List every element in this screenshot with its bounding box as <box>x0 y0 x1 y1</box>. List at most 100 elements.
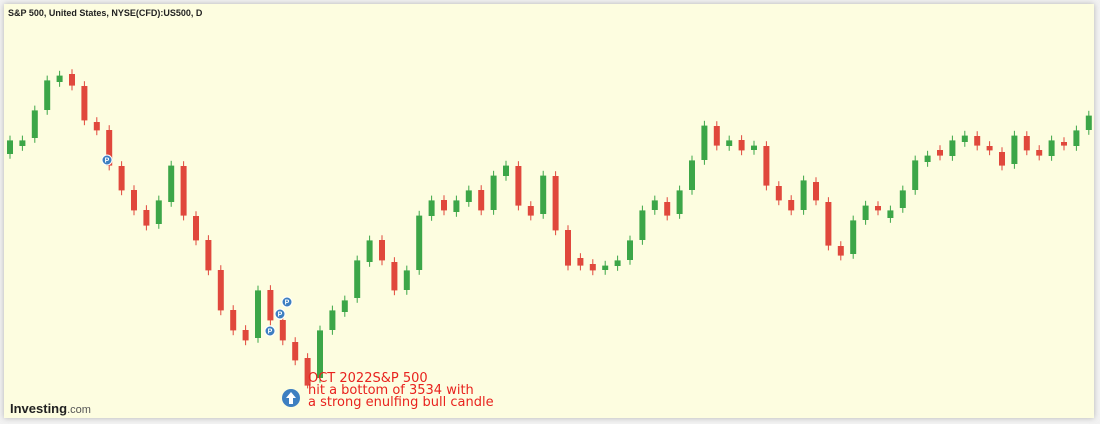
chart-title: S&P 500, United States, NYSE(CFD):US500,… <box>8 8 203 18</box>
candle-body <box>689 160 695 190</box>
candle-body <box>118 166 125 191</box>
candle-body <box>341 300 348 312</box>
candle-body <box>69 74 75 86</box>
candle-body <box>465 190 472 202</box>
candle-body <box>577 258 584 266</box>
bottom-marker <box>282 389 300 407</box>
event-label: P <box>285 300 290 307</box>
brand-suffix: .com <box>67 404 91 416</box>
candle-body <box>515 166 522 206</box>
candle-body <box>1048 140 1055 156</box>
candle-body <box>589 264 596 271</box>
candle-body <box>875 206 881 211</box>
candle-body <box>131 190 137 211</box>
candle-body <box>143 210 150 226</box>
candle-body <box>850 220 857 254</box>
candle-body <box>416 215 423 270</box>
candle-body <box>751 145 757 150</box>
candle-body <box>230 310 237 331</box>
candle-body <box>242 330 249 341</box>
candle-body <box>379 240 385 261</box>
candle-body <box>738 140 745 151</box>
candle-body <box>391 262 398 291</box>
candle-body <box>887 210 894 218</box>
candle-body <box>974 136 981 146</box>
candle-body <box>651 200 658 210</box>
event-badge <box>274 308 286 320</box>
event-badge <box>264 325 276 337</box>
candle-body <box>664 202 671 216</box>
candle-body <box>478 190 485 211</box>
candle-body <box>986 146 993 151</box>
candle-body <box>329 310 336 330</box>
candle-body <box>602 265 609 270</box>
event-label: P <box>268 329 273 336</box>
candle-body <box>788 200 795 211</box>
candle-body <box>354 260 361 298</box>
candle-body <box>713 126 720 146</box>
candles <box>7 69 1092 389</box>
candle-body <box>1061 142 1067 146</box>
candle-body <box>7 140 13 154</box>
candle-body <box>701 125 708 160</box>
plot-area <box>4 4 1094 418</box>
candle-body <box>527 206 534 216</box>
candle-body <box>676 190 683 214</box>
candle-body <box>924 155 931 162</box>
candle-body <box>44 80 51 110</box>
candle-body <box>862 205 869 220</box>
candle-body <box>639 210 646 240</box>
candle-body <box>217 270 224 311</box>
candle-body <box>180 166 187 216</box>
candle-body <box>552 176 559 231</box>
annotation-line: OCT 2022S&P 500 <box>308 371 428 386</box>
candle-body <box>292 342 299 361</box>
candle-body <box>19 140 26 146</box>
candle-body <box>1073 130 1080 146</box>
candle-body <box>31 110 38 138</box>
candle-body <box>825 202 832 246</box>
candle-body <box>193 216 199 241</box>
candle-body <box>1036 150 1043 156</box>
event-label: P <box>278 312 283 319</box>
brand-name: Investing <box>10 401 67 416</box>
candle-body <box>205 240 212 271</box>
candle-body <box>949 140 956 156</box>
candle-body <box>155 200 162 224</box>
candle-body <box>81 86 88 121</box>
candle-body <box>279 320 286 341</box>
candle-body <box>763 146 770 186</box>
candle-body <box>1011 135 1018 164</box>
candle-body <box>267 290 274 321</box>
candle-body <box>403 270 410 290</box>
event-label: P <box>105 158 110 165</box>
candle-body <box>614 260 621 266</box>
candle-body <box>800 180 807 210</box>
annotation-line: a strong enulfing bull candle <box>308 395 494 410</box>
candle-body <box>168 165 175 202</box>
event-badge <box>281 296 293 308</box>
candle-body <box>428 200 435 216</box>
candle-body <box>1023 136 1030 151</box>
candle-body <box>503 165 509 176</box>
candle-body <box>56 75 63 82</box>
annotation-line: hit a bottom of 3534 with <box>308 383 474 398</box>
candle-body <box>775 186 782 201</box>
event-badge <box>101 154 113 166</box>
candle-body <box>937 150 943 156</box>
candle-body <box>453 200 460 212</box>
brand: Investing.com <box>10 401 91 416</box>
candle-body <box>106 130 113 166</box>
up-arrow <box>286 392 296 404</box>
candle-body <box>912 160 919 190</box>
candle-body <box>255 290 261 338</box>
candle-body <box>726 140 733 146</box>
candle-body <box>540 175 547 214</box>
candle-body <box>961 135 968 142</box>
candle-body <box>1085 115 1092 130</box>
candle-body <box>490 175 497 210</box>
candle-body <box>837 246 844 256</box>
candle-body <box>317 330 323 378</box>
